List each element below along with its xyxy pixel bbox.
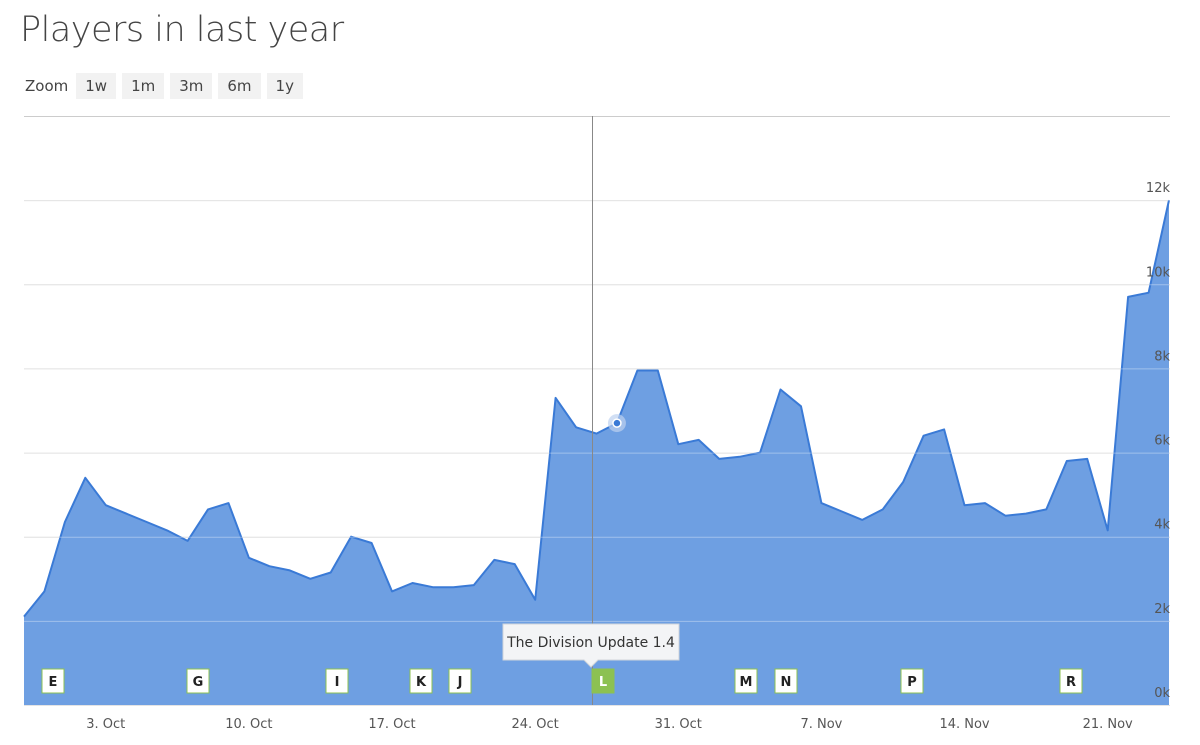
flag-box (1059, 668, 1083, 694)
tooltip-text: The Division Update 1.4 (506, 635, 675, 651)
x-tick-label: 3. Oct (86, 717, 125, 732)
flag-label: I (335, 675, 340, 690)
flag-box (774, 668, 798, 694)
flag-box (900, 668, 924, 694)
zoom-button[interactable]: 1y (266, 73, 303, 99)
hover-point (612, 418, 622, 428)
zoom-label: Zoom (25, 77, 69, 95)
area (24, 200, 1169, 705)
x-tick-label: 17. Oct (368, 717, 415, 732)
flag-box (41, 668, 65, 694)
y-tick-label: 6k (1154, 434, 1170, 449)
flag-label: G (193, 675, 204, 690)
x-tick-label: 10. Oct (225, 717, 272, 732)
flag: J (448, 668, 472, 694)
flag: G (186, 668, 210, 694)
y-tick-label: 12k (1146, 181, 1171, 196)
flag-label: K (416, 675, 427, 690)
flag-box (734, 668, 758, 694)
flag: K (409, 668, 433, 694)
zoom-button[interactable]: 6m (218, 73, 261, 99)
zoom-button[interactable]: 1m (122, 73, 165, 99)
x-tick-label: 21. Nov (1083, 717, 1133, 732)
flag: R (1059, 668, 1083, 694)
area-line (23, 199, 1170, 618)
flag-box (325, 668, 349, 694)
tooltip-box (502, 623, 680, 668)
flag: E (41, 668, 65, 694)
zoom-bar: Zoom 1w 1m 3m 6m 1y (25, 73, 303, 99)
y-tick-label: 0k (1154, 686, 1170, 701)
flag-label: M (740, 675, 753, 690)
y-tick-label: 10k (1146, 265, 1171, 280)
flag-box (591, 668, 615, 694)
x-tick-label: 24. Oct (512, 717, 559, 732)
flag-label: L (599, 675, 607, 690)
flag-label: P (907, 675, 917, 690)
zoom-button[interactable]: 1w (76, 73, 117, 99)
zoom-button[interactable]: 3m (170, 73, 213, 99)
flag: I (325, 668, 349, 694)
flag-label: J (457, 675, 463, 690)
flag: M (734, 668, 758, 694)
y-tick-label: 2k (1154, 602, 1170, 617)
x-tick-label: 7. Nov (800, 717, 842, 732)
flag-box (409, 668, 433, 694)
flag: P (900, 668, 924, 694)
flag-box (186, 668, 210, 694)
flag: N (774, 668, 798, 694)
flag: L (591, 668, 615, 694)
flag-label: E (49, 675, 58, 690)
page-title: Players in last year (20, 10, 344, 50)
flag-label: R (1066, 675, 1076, 690)
flag-box (448, 668, 472, 694)
flag-label: N (781, 675, 792, 690)
x-tick-label: 31. Oct (655, 717, 702, 732)
y-tick-label: 8k (1154, 349, 1170, 364)
x-tick-label: 14. Nov (939, 717, 989, 732)
y-tick-label: 4k (1154, 518, 1170, 533)
